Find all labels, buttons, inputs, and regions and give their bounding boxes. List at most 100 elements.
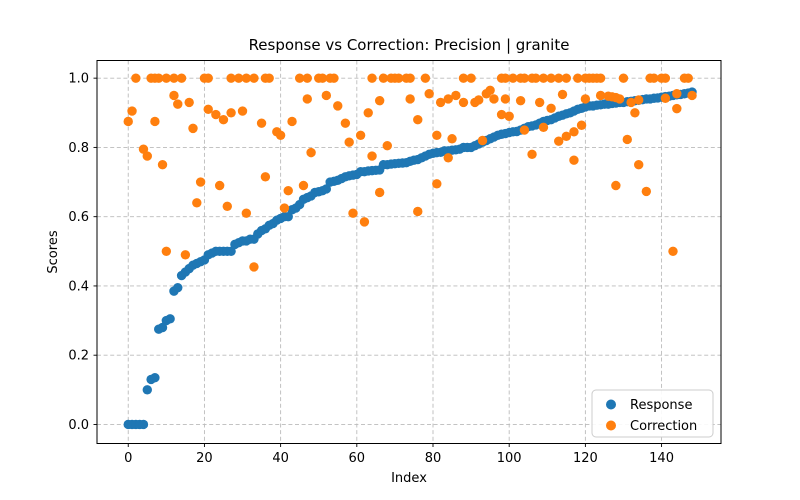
scatter-point-correction [519, 73, 530, 83]
scatter-point-correction [474, 95, 484, 105]
scatter-point-correction [500, 94, 511, 104]
scatter-point-correction [173, 99, 183, 109]
y-axis-label: Scores [46, 230, 61, 273]
scatter-point-correction [359, 217, 370, 227]
scatter-point-correction [531, 73, 541, 83]
y-tick-label: 0.2 [68, 349, 89, 364]
scatter-point-correction [630, 108, 640, 118]
scatter-point-correction [413, 115, 423, 125]
scatter-point-correction [394, 73, 404, 83]
x-tick-label: 100 [497, 451, 522, 466]
scatter-point-correction [260, 172, 271, 182]
scatter-point-correction [203, 104, 213, 115]
scatter-point-correction [142, 151, 152, 161]
scatter-point-correction [348, 208, 358, 218]
scatter-point-correction [554, 73, 564, 83]
scatter-point-response [165, 314, 175, 324]
scatter-point-correction [249, 73, 259, 83]
x-tick-label: 120 [573, 451, 598, 466]
scatter-point-correction [294, 73, 305, 83]
scatter-point-correction [405, 73, 415, 83]
legend-marker-response [606, 399, 616, 410]
scatter-point-correction [626, 97, 636, 108]
scatter-point-correction [367, 151, 377, 161]
scatter-point-correction [378, 73, 389, 83]
legend-label-correction: Correction [630, 419, 697, 434]
scatter-point-correction [214, 180, 225, 191]
scatter-point-correction [157, 160, 168, 170]
scatter-point-correction [660, 93, 671, 103]
scatter-point-correction [374, 95, 385, 106]
scatter-point-response [138, 419, 149, 430]
scatter-point-correction [275, 130, 286, 140]
scatter-point-correction [447, 134, 457, 144]
scatter-point-correction [534, 97, 545, 108]
y-tick-label: 0.6 [68, 210, 89, 225]
scatter-point-response [173, 282, 183, 293]
scatter-point-correction [595, 73, 606, 83]
scatter-point-correction [188, 123, 198, 134]
scatter-point-correction [218, 115, 229, 125]
scatter-point-correction [302, 94, 312, 104]
scatter-point-response [321, 184, 332, 194]
scatter-point-correction [413, 206, 423, 217]
scatter-point-correction [580, 94, 591, 104]
x-axis-label: Index [391, 471, 427, 486]
scatter-point-correction [363, 108, 373, 118]
scatter-point-correction [154, 73, 164, 83]
scatter-point-correction [683, 73, 693, 83]
scatter-point-correction [576, 120, 587, 130]
scatter-point-correction [660, 73, 671, 83]
scatter-point-correction [131, 73, 141, 83]
x-tick-label: 60 [349, 451, 366, 466]
scatter-point-correction [443, 94, 453, 104]
y-tick-label: 0.0 [68, 418, 89, 433]
scatter-point-correction [519, 125, 530, 135]
scatter-point-correction [485, 85, 495, 95]
y-tick-label: 0.8 [68, 141, 89, 156]
scatter-point-correction [561, 73, 572, 83]
scatter-point-correction [432, 179, 442, 189]
axes-border [96, 60, 722, 444]
scatter-point-correction [515, 95, 526, 106]
scatter-point-correction [538, 122, 549, 133]
scatter-point-correction [557, 89, 568, 100]
scatter-point-response [157, 322, 168, 333]
scatter-point-correction [611, 180, 621, 191]
x-tick-label: 20 [196, 451, 213, 466]
scatter-point-correction [405, 94, 415, 104]
scatter-point-correction [672, 103, 682, 114]
scatter-point-correction [435, 97, 446, 108]
scatter-point-correction [226, 108, 236, 118]
legend-marker-correction [606, 420, 616, 431]
scatter-point-correction [508, 73, 518, 83]
scatter-point-correction [150, 116, 160, 127]
scatter-point-correction [340, 118, 351, 128]
scatter-point-correction [668, 246, 678, 257]
scatter-point-correction [641, 186, 652, 197]
legend: Response Correction [591, 389, 714, 438]
scatter-point-correction [287, 116, 297, 127]
scatter-point-correction [283, 186, 293, 196]
scatter-point-correction [561, 131, 572, 142]
scatter-point-correction [192, 198, 202, 208]
x-tick-label: 40 [272, 451, 289, 466]
scatter-point-correction [504, 111, 514, 121]
scatter-point-correction [161, 73, 172, 83]
scatter-point-correction [374, 187, 385, 198]
scatter-point-correction [127, 106, 137, 116]
scatter-point-correction [211, 109, 221, 120]
scatter-point-correction [176, 73, 187, 83]
scatter-point-correction [424, 89, 434, 99]
scatter-point-correction [622, 134, 632, 145]
scatter-point-correction [527, 149, 537, 160]
scatter-point-correction [500, 73, 511, 83]
scatter-point-correction [538, 73, 549, 83]
scatter-point-correction [169, 73, 179, 83]
scatter-point-correction [355, 130, 366, 140]
x-tick-label: 0 [124, 451, 132, 466]
scatter-point-correction [195, 177, 206, 187]
x-tick-label: 140 [649, 451, 674, 466]
scatter-point-correction [302, 73, 312, 83]
